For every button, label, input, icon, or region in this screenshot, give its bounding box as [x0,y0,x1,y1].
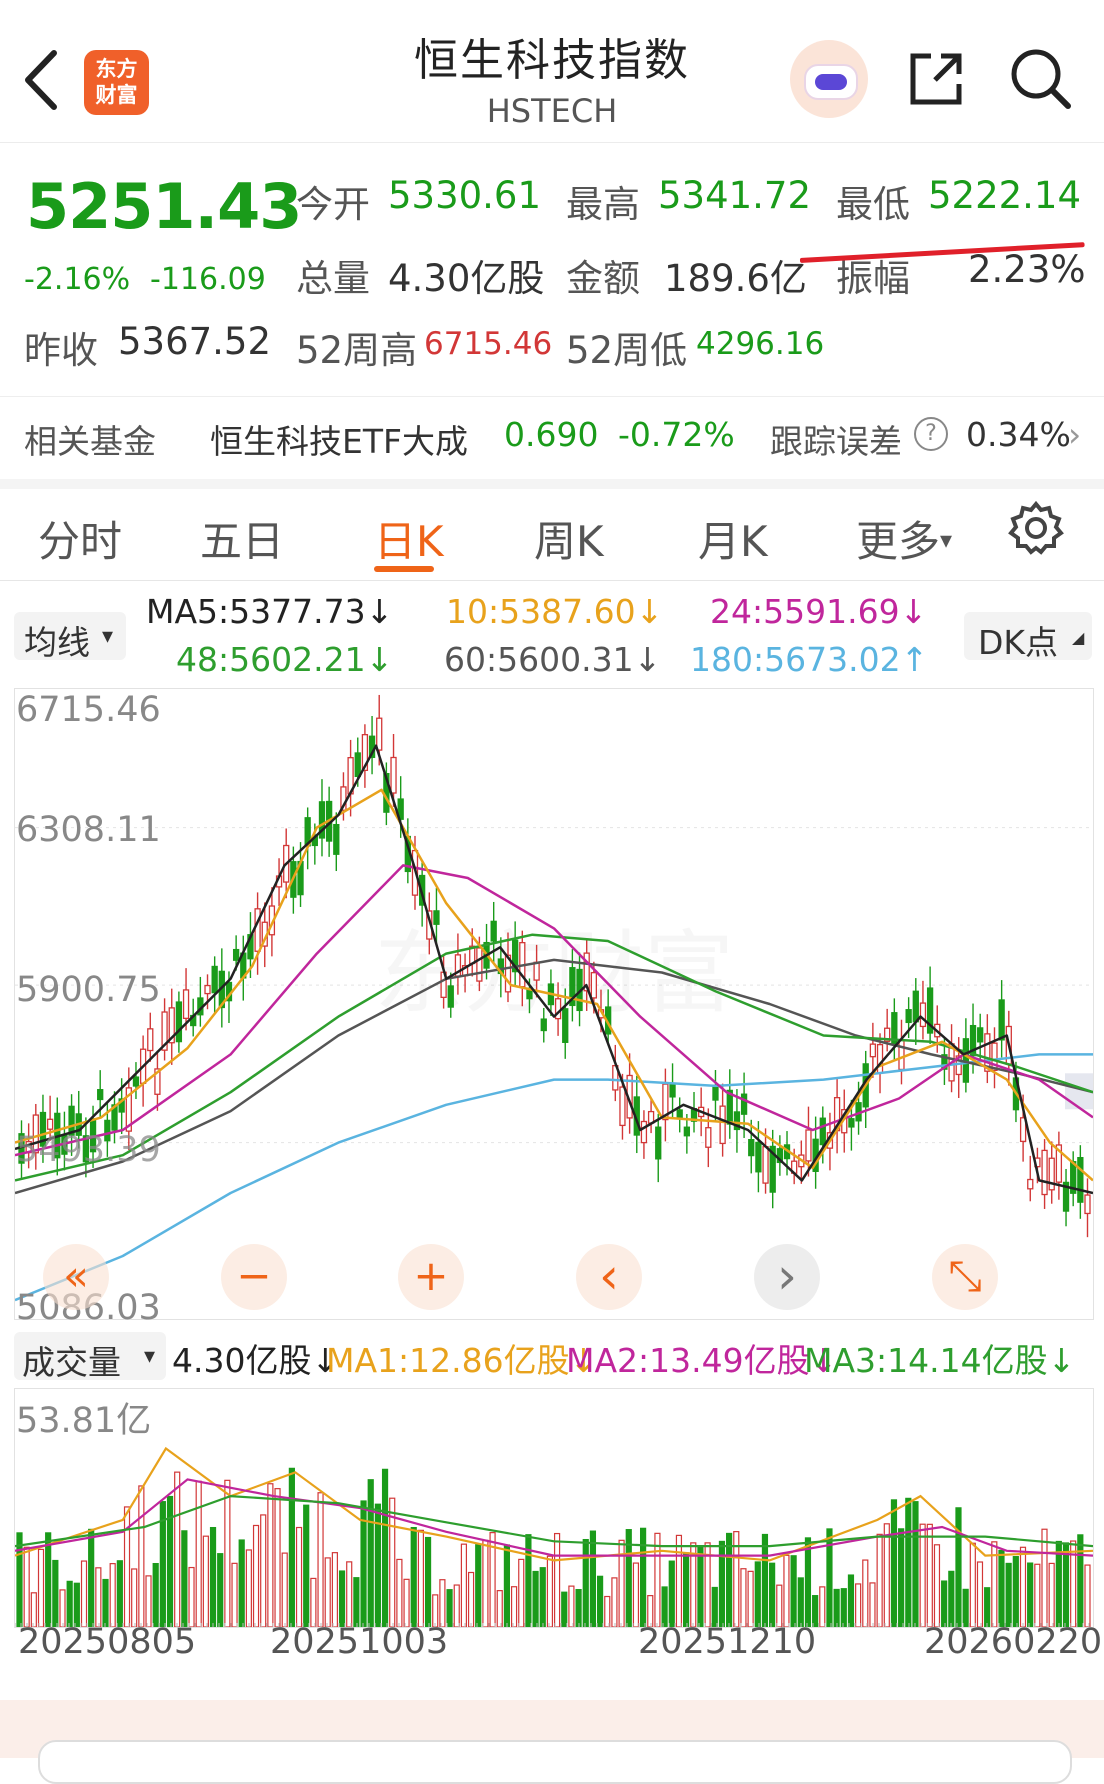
logo-text-top: 东方 [95,57,138,81]
gear-icon[interactable] [1008,500,1064,556]
volume-current: 4.30亿股↓ [172,1341,340,1380]
tab-more[interactable]: 更多▾ [856,508,952,569]
chevron-right-icon[interactable]: › [1068,415,1082,454]
bottom-input-bar[interactable] [38,1740,1072,1784]
amplitude-value: 2.23% [968,248,1086,291]
corner-triangle-icon: ◢ [1072,628,1085,647]
expand-icon: ⤡ [948,1251,982,1300]
ma10-value: 10:5387.60↓ [446,592,664,631]
amplitude-label: 振幅 [836,257,910,300]
tab-daily-k[interactable]: 日K [374,517,444,566]
fund-section-label: 相关基金 [24,422,156,461]
price-axis-label: 6308.11 [16,810,161,850]
tab-more-label: 更多 [856,517,941,566]
date-label: 20260220 [924,1622,1103,1662]
assistant-robot-icon[interactable] [790,40,868,118]
bottom-bar [0,1700,1104,1784]
ma48-value: 48:5602.21↓ [176,640,394,679]
tracking-error-value: 0.34% [966,415,1071,454]
volume-indicator-selector[interactable]: 成交量 ▾ [14,1332,166,1382]
date-label: 20251210 [638,1622,817,1662]
w52-low-value: 4296.16 [696,326,825,362]
ma60-value: 60:5600.31↓ [444,640,662,679]
price-axis-label: 5493.39 [16,1130,161,1170]
high-label: 最高 [566,183,640,226]
caret-down-icon: ▾ [144,1344,156,1369]
help-icon[interactable]: ? [914,417,948,451]
ma180-value: 180:5673.02↑ [690,640,929,679]
w52-high-value: 6715.46 [424,326,553,362]
related-fund-row[interactable]: 相关基金 恒生科技ETF大成 0.690 -0.72% 跟踪误差 ? 0.34%… [0,396,1104,489]
plus-icon: + [413,1251,449,1300]
zoom-in-button[interactable]: + [398,1244,464,1310]
page-subtitle: HSTECH [486,92,618,130]
volume-ma1: MA1:12.86亿股↓ [326,1341,598,1380]
rewind-button[interactable]: « [43,1244,109,1310]
caret-down-icon: ▾ [940,526,953,554]
fullscreen-button[interactable]: ⤡ [932,1244,998,1310]
tracking-error-label: 跟踪误差 [770,422,902,461]
volume-value: 4.30亿股 [388,257,545,300]
period-tabs: 分时 五日 日K 周K 月K 更多▾ [0,490,1104,581]
prev-close-label: 昨收 [24,329,98,372]
app-logo[interactable]: 东方 财富 [84,50,149,115]
share-icon[interactable] [905,48,967,110]
change-percent: -2.16% [24,262,131,297]
prev-close-value: 5367.52 [118,320,272,363]
price-axis-label: 6715.46 [16,690,161,730]
search-icon[interactable] [1008,46,1074,112]
amount-label: 金额 [566,257,640,300]
volume-ma3: MA3:14.14亿股↓ [804,1341,1076,1380]
tab-weekly-k[interactable]: 周K [534,517,604,566]
ma5-value: MA5:5377.73↓ [146,592,394,631]
prev-button[interactable]: ‹ [576,1244,642,1310]
open-value: 5330.61 [388,174,542,217]
double-left-icon: « [63,1251,89,1300]
indicator-selector-label: 均线 [24,623,90,662]
dk-point-label: DK点 [978,623,1059,662]
active-tab-indicator [374,566,434,572]
tab-intraday[interactable]: 分时 [38,517,123,566]
amount-value: 189.6亿 [664,257,807,300]
date-label: 20251003 [270,1622,449,1662]
ma24-value: 24:5591.69↓ [710,592,928,631]
volume-max-label: 53.81亿 [16,1401,152,1441]
low-value: 5222.14 [928,174,1082,217]
low-label: 最低 [836,183,910,226]
w52-high-label: 52周高 [296,329,418,372]
high-value: 5341.72 [658,174,812,217]
zoom-out-button[interactable]: − [221,1244,287,1310]
volume-chart[interactable] [14,1388,1094,1628]
kline-svg: 东方财富 [14,694,1094,1302]
chevron-left-icon: ‹ [599,1247,619,1305]
minus-icon: − [236,1251,272,1300]
kline-chart[interactable]: 东方财富 [14,688,1094,1320]
volume-svg [14,1446,1094,1628]
indicator-selector[interactable]: 均线 ▾ [14,612,126,662]
volume-label: 总量 [296,257,370,300]
change-amount: -116.09 [150,262,266,297]
price-axis-label: 5900.75 [16,970,161,1010]
volume-selector-label: 成交量 [22,1343,121,1382]
page-title: 恒生科技指数 [414,35,690,86]
chevron-right-icon: › [777,1247,797,1305]
caret-down-icon: ▾ [102,624,114,649]
volume-ma2: MA2:13.49亿股↓ [566,1341,838,1380]
date-label: 20250805 [18,1622,197,1662]
w52-low-label: 52周低 [566,329,688,372]
tab-five-day[interactable]: 五日 [200,517,285,566]
fund-name: 恒生科技ETF大成 [210,422,468,461]
next-button[interactable]: › [754,1244,820,1310]
back-arrow-icon[interactable] [22,45,62,115]
fund-change: -0.72% [618,415,735,454]
dk-point-button[interactable]: DK点 ◢ [964,612,1092,662]
open-label: 今开 [296,183,370,226]
tab-monthly-k[interactable]: 月K [698,517,768,566]
top-bar: 东方 财富 恒生科技指数 HSTECH [0,0,1104,143]
fund-price: 0.690 [504,415,599,454]
last-price: 5251.43 [26,170,302,243]
logo-text-bottom: 财富 [95,83,138,107]
